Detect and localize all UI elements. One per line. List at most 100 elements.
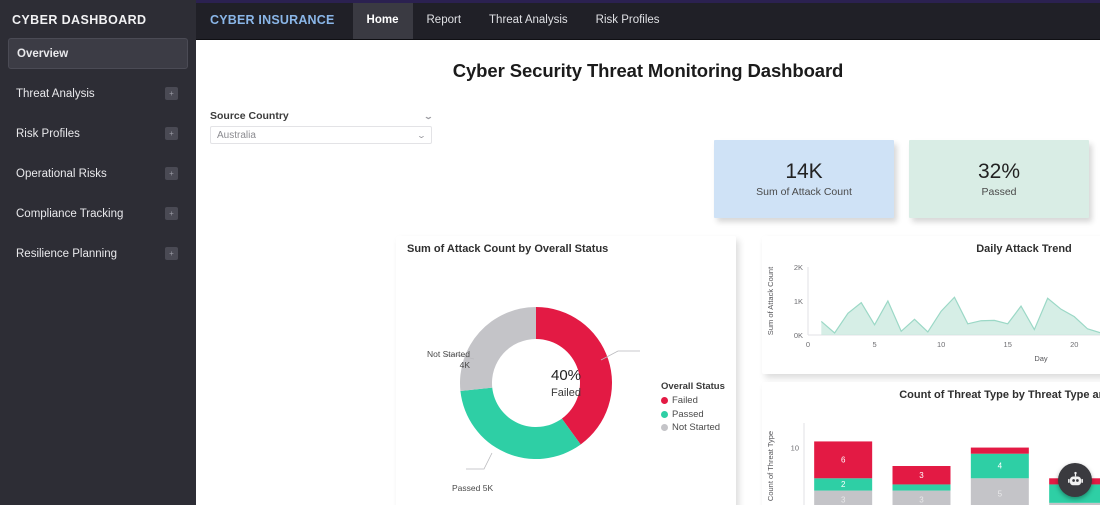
y-tick-label: 10	[791, 444, 799, 453]
donut-chart-card[interactable]: Sum of Attack Count by Overall Status 40…	[396, 236, 802, 505]
bar-value-label: 4	[998, 462, 1003, 471]
donut-callout-not-started-value: 4K	[459, 359, 470, 370]
tab-home[interactable]: Home	[352, 0, 413, 39]
donut-chart-plot: 40% Failed Failed 6K Not Started 4K Pass…	[396, 255, 802, 505]
sidebar-item-operational-risks[interactable]: Operational Risks +	[8, 158, 188, 189]
slicer-label: Source Country	[210, 110, 289, 122]
bar-group-malware[interactable]: 33Malware	[892, 466, 951, 505]
donut-svg	[444, 307, 640, 470]
daily-attack-trend-card[interactable]: Daily Attack Trend 0K1K2K05101520253035D…	[762, 236, 1100, 374]
main-region: CYBER INSURANCE Home Report Threat Analy…	[196, 0, 1100, 505]
donut-callout-not-started: Not Started 4K	[410, 349, 470, 370]
legend-item-label: Not Started	[672, 422, 721, 433]
sidebar-item-risk-profiles[interactable]: Risk Profiles +	[8, 118, 188, 149]
bar-segment-detected[interactable]	[1049, 502, 1100, 505]
chevron-down-icon[interactable]: ⌄	[416, 130, 427, 140]
tab-threat-analysis[interactable]: Threat Analysis	[489, 13, 568, 26]
trend-chart-svg[interactable]: 0K1K2K05101520253035DaySum of Attack Cou…	[762, 255, 1100, 370]
bar-segment-mitigated[interactable]	[892, 484, 951, 491]
donut-callout-not-started-name: Not Started	[427, 349, 470, 359]
tab-risk-profiles[interactable]: Risk Profiles	[595, 13, 660, 26]
sidebar-brand-title: CYBER DASHBOARD	[0, 0, 196, 28]
legend-item-not-started[interactable]: Not Started	[661, 422, 725, 433]
expand-plus-icon[interactable]: +	[165, 167, 178, 180]
donut-slice-passed[interactable]	[460, 387, 581, 459]
bar-segment-detected[interactable]	[814, 490, 873, 505]
donut-chart-title: Sum of Attack Count by Overall Status	[407, 243, 609, 255]
page-title: Cyber Security Threat Monitoring Dashboa…	[452, 60, 844, 81]
sidebar-item-label: Overview	[17, 47, 69, 60]
bar-group-ddos[interactable]: 326DDoS	[814, 441, 873, 505]
sidebar-item-label: Operational Risks	[16, 167, 107, 180]
legend-color-dot	[661, 410, 668, 418]
sidebar-item-label: Risk Profiles	[16, 127, 80, 140]
legend-item-label: Passed	[672, 408, 704, 420]
x-tick-label: 5	[872, 340, 876, 349]
kpi-label: Passed	[981, 186, 1017, 199]
slicer-selected-value: Australia	[217, 129, 256, 141]
trend-area-fill[interactable]	[821, 277, 1100, 335]
leader-line	[600, 350, 640, 361]
bar-value-label: 5	[998, 489, 1003, 498]
leader-line	[466, 452, 493, 470]
bar-value-label: 3	[919, 495, 924, 504]
expand-plus-icon[interactable]: +	[165, 207, 178, 220]
bar-segment-mitigated[interactable]	[970, 453, 1029, 479]
chevron-down-icon[interactable]: ⌄	[423, 111, 434, 121]
bar-segment-ongoing[interactable]	[892, 466, 951, 485]
bar-group-phishing[interactable]: 54Phishing	[970, 447, 1029, 505]
sidebar-item-label: Threat Analysis	[16, 87, 95, 100]
threat-type-bar-card[interactable]: Count of Threat Type by Threat Type and …	[762, 382, 1100, 505]
left-sidebar: CYBER DASHBOARD Overview Threat Analysis…	[0, 0, 196, 505]
bar-value-label: 2	[841, 480, 846, 489]
x-axis-title: Day	[1034, 354, 1048, 363]
x-tick-label: 20	[1070, 340, 1078, 349]
kpi-card-row: 14K Sum of Attack Count 32% Passed 40% F…	[714, 140, 1100, 218]
copilot-robot-icon[interactable]	[1058, 463, 1092, 497]
bar-segment-ongoing[interactable]	[814, 441, 873, 479]
trend-chart-title: Daily Attack Trend	[976, 243, 1072, 255]
sidebar-item-label: Resilience Planning	[16, 247, 118, 260]
sidebar-item-overview[interactable]: Overview	[8, 38, 188, 69]
source-country-slicer: Source Country ⌄ Australia ⌄	[210, 110, 434, 144]
legend-item-label: Failed	[672, 395, 698, 406]
kpi-card-passed[interactable]: 32% Passed	[909, 140, 1089, 218]
donut-legend: Overall Status Failed Passed Not Started	[661, 381, 725, 433]
robot-glyph	[1067, 471, 1083, 485]
x-tick-label: 15	[1004, 340, 1012, 349]
kpi-label: Sum of Attack Count	[756, 186, 852, 199]
tab-report[interactable]: Report	[426, 13, 462, 26]
bar-value-label: 6	[841, 455, 846, 464]
top-navigation-bar: CYBER INSURANCE Home Report Threat Analy…	[196, 0, 1100, 40]
donut-center-label: Failed	[551, 387, 581, 399]
bar-segment-detected[interactable]	[970, 478, 1029, 505]
bar-segment-mitigated[interactable]	[814, 478, 873, 491]
trend-line[interactable]	[820, 277, 1100, 334]
sidebar-item-compliance-tracking[interactable]: Compliance Tracking +	[8, 198, 188, 229]
donut-center-percentage: 40%	[550, 367, 582, 384]
expand-plus-icon[interactable]: +	[165, 127, 178, 140]
y-tick-label: 0K	[794, 331, 803, 340]
top-brand-link[interactable]: CYBER INSURANCE	[210, 12, 335, 27]
expand-plus-icon[interactable]: +	[165, 87, 178, 100]
donut-slice-failed[interactable]	[536, 307, 612, 445]
expand-plus-icon[interactable]: +	[165, 247, 178, 260]
donut-legend-title: Overall Status	[661, 381, 725, 392]
sidebar-item-threat-analysis[interactable]: Threat Analysis +	[8, 78, 188, 109]
slicer-header: Source Country ⌄	[210, 110, 434, 126]
sidebar-nav: Overview Threat Analysis + Risk Profiles…	[0, 38, 196, 269]
kpi-card-attack-count[interactable]: 14K Sum of Attack Count	[714, 140, 894, 218]
y-axis-title: Sum of Attack Count	[766, 266, 775, 335]
bar-segment-detected[interactable]	[892, 490, 951, 505]
bar-segment-ongoing[interactable]	[970, 447, 1029, 454]
source-country-dropdown[interactable]: Australia ⌄	[210, 126, 432, 144]
donut-leader-lines	[444, 350, 640, 470]
legend-item-failed[interactable]: Failed	[661, 395, 725, 406]
donut-slice-not-started[interactable]	[460, 307, 536, 391]
bar-value-label: 3	[919, 471, 924, 480]
legend-item-passed[interactable]: Passed	[661, 409, 725, 420]
sidebar-item-resilience-planning[interactable]: Resilience Planning +	[8, 238, 188, 269]
donut-slices[interactable]	[460, 307, 612, 459]
bars-chart-svg[interactable]: 010Count of Threat TypeThreat Type326DDo…	[762, 401, 1100, 505]
